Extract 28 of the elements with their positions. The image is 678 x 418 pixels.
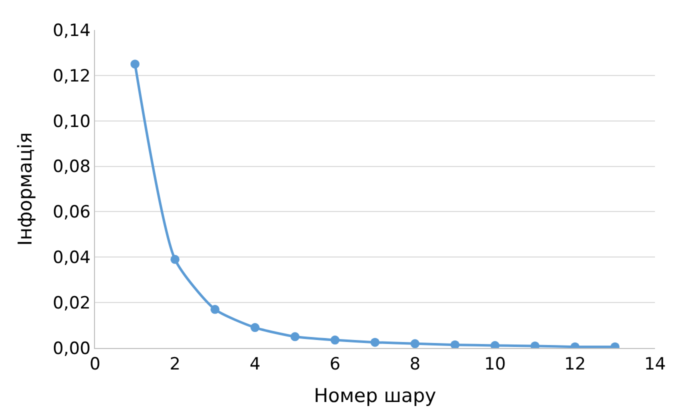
y-tick-label: 0,04	[52, 248, 91, 268]
x-axis-title: Номер шару	[314, 385, 436, 408]
point	[490, 341, 500, 348]
point	[290, 332, 300, 342]
y-tick-label: 0,06	[52, 202, 91, 223]
y-tick-label: 0,08	[52, 157, 91, 178]
x-tick-label: 12	[564, 354, 586, 374]
x-tick-label: 10	[484, 354, 506, 374]
y-axis-title: Інформація	[14, 132, 37, 246]
y-tick-label: 0,14	[52, 20, 91, 41]
point	[210, 304, 220, 314]
point	[170, 254, 180, 264]
point	[330, 336, 340, 345]
x-tick-label: 0	[90, 354, 100, 374]
y-tick-label: 0,10	[52, 112, 91, 132]
x-tick-label: 6	[330, 354, 340, 374]
point	[370, 338, 380, 347]
point	[130, 60, 140, 69]
point	[450, 340, 460, 348]
point	[410, 339, 420, 348]
x-tick-label: 8	[410, 354, 420, 374]
point	[250, 323, 260, 332]
y-tick-label: 0,02	[52, 294, 91, 314]
y-tick-label: 0,12	[52, 66, 91, 86]
y-tick-label: 0,00	[52, 338, 91, 359]
x-tick-label: 14	[644, 354, 666, 374]
x-tick-label: 2	[170, 354, 180, 374]
x-tick-label: 4	[250, 354, 260, 374]
